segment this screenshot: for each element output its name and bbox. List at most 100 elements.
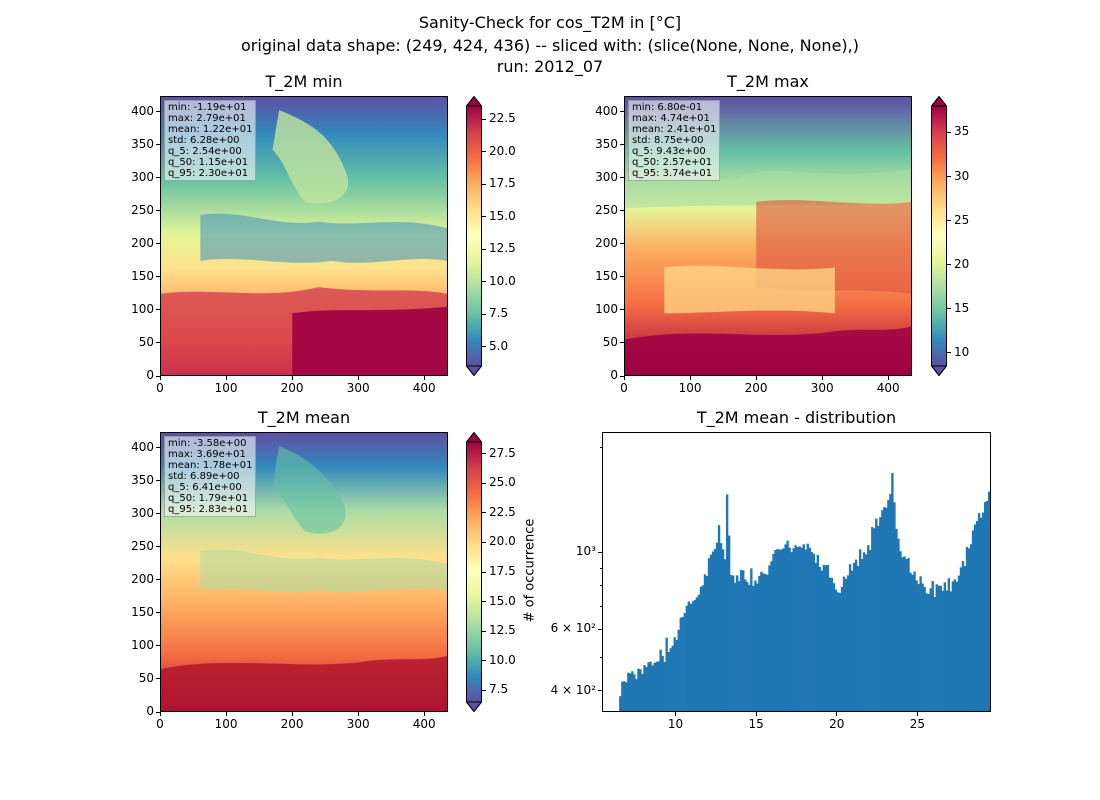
histogram-plot — [619, 472, 990, 711]
figure-title-line-1: Sanity-Check for cos_T2M in [°C] — [418, 13, 682, 32]
histogram-bar — [949, 591, 953, 711]
histogram-bar — [679, 617, 682, 711]
histogram-bar — [782, 548, 785, 711]
histogram-bar — [887, 500, 890, 711]
colorbar-tick-label: 12.5 — [489, 241, 516, 255]
histogram-bar — [943, 582, 947, 711]
histogram-bar — [987, 491, 990, 711]
stat-line: q_5: 2.54e+00 — [168, 146, 242, 157]
colorbar-tick-label: 15.0 — [489, 593, 516, 608]
histogram-bar — [848, 564, 852, 711]
histogram-bar — [806, 543, 809, 711]
heatmap-image-min — [161, 97, 447, 375]
histogram-bar — [762, 573, 765, 711]
histogram-bar — [951, 581, 955, 711]
x-tick-mark — [291, 376, 293, 380]
histogram-bar — [689, 604, 693, 711]
histogram-bar — [780, 549, 783, 711]
y-tick-label: 350 — [131, 472, 154, 487]
colorbar-gradient — [466, 106, 482, 366]
histogram-bar — [740, 570, 743, 711]
stat-line: max: 4.74e+01 — [632, 113, 710, 124]
histogram-bar — [683, 613, 686, 711]
panel-title-min: T_2M min — [265, 72, 343, 91]
colorbar-tick-label: 30 — [954, 168, 970, 183]
x-tick-mark — [423, 712, 425, 716]
y-tick-mark — [156, 447, 160, 449]
histogram-bar — [661, 655, 664, 711]
stat-line: q_95: 3.74e+01 — [632, 168, 713, 179]
histogram-bar — [961, 561, 965, 711]
y-tick-label: 300 — [131, 169, 154, 184]
y-tick-label: 10³ — [575, 544, 596, 559]
colorbar-extend-max — [466, 96, 482, 107]
y-tick-mark — [156, 480, 160, 482]
y-tick-mark — [620, 144, 624, 146]
histogram-bar — [629, 673, 632, 711]
y-tick-mark — [598, 690, 602, 692]
histogram-bar — [786, 540, 789, 711]
colorbar-outline — [466, 432, 482, 712]
colorbar-tick-label: 22.5 — [489, 111, 516, 125]
y-tick-mark — [156, 612, 160, 614]
colorbar-tick-label: 20.0 — [489, 534, 516, 549]
histogram-bar — [788, 547, 791, 711]
y-tick-label: 200 — [131, 235, 154, 250]
y-tick-mark — [620, 276, 624, 278]
histogram-bar — [619, 696, 622, 711]
y-tick-mark — [156, 111, 160, 113]
colorbar-tick-mark — [947, 264, 951, 266]
colorbar-extend-min — [466, 365, 482, 376]
stat-line: std: 6.28e+00 — [168, 135, 240, 146]
x-tick-label: 400 — [412, 381, 436, 395]
histogram-bar — [897, 538, 900, 711]
y-tick-mark — [620, 342, 624, 344]
colorbar-tick-label: 15.0 — [489, 208, 516, 223]
colorbar-tick-label: 12.5 — [489, 623, 516, 638]
histogram-bar — [768, 565, 771, 711]
colorbar-extend-min — [466, 701, 482, 712]
histogram-bar — [939, 585, 942, 711]
x-tick-mark — [159, 712, 161, 716]
histogram-bar — [852, 562, 856, 711]
histogram-bar — [772, 553, 775, 711]
x-tick-label: 25 — [909, 717, 926, 731]
colorbar-outline — [931, 96, 947, 376]
x-tick-mark — [357, 712, 359, 716]
colorbar-extend-min — [931, 365, 947, 376]
histogram-bar — [756, 583, 759, 711]
histogram-bar — [871, 527, 874, 711]
histogram-bar — [732, 575, 735, 711]
x-tick-label: 10 — [667, 717, 684, 731]
y-tick-label: 200 — [595, 235, 618, 250]
colorbar-tick-label: 7.5 — [489, 682, 509, 697]
y-minor-tick-mark — [600, 567, 602, 569]
colorbar-tick-mark — [482, 630, 486, 632]
colorbar-tick-mark — [482, 601, 486, 603]
stat-line: mean: 2.41e+01 — [632, 124, 717, 135]
histogram-bar — [643, 665, 646, 711]
y-tick-label: 200 — [131, 571, 154, 586]
histogram-bar — [649, 661, 652, 711]
y-tick-mark — [156, 177, 160, 179]
histogram-bar — [856, 566, 860, 711]
histogram-bar — [784, 544, 787, 711]
histogram-bar — [937, 585, 940, 711]
histogram-bar — [693, 600, 697, 711]
histogram-bar — [790, 552, 793, 711]
y-tick-mark — [156, 210, 160, 212]
histogram-bar — [895, 528, 898, 711]
colorbar-tick-mark — [947, 220, 951, 222]
stat-line: q_5: 9.43e+00 — [632, 146, 706, 157]
stats-box-mean: min: -3.58e+00 max: 3.69e+01 mean: 1.78e… — [164, 436, 257, 517]
histogram-bar — [901, 557, 904, 711]
y-tick-label: 350 — [131, 136, 154, 151]
colorbar-tick-label: 15 — [954, 300, 970, 315]
histogram-bar — [967, 548, 971, 711]
colorbar-tick-label: 20 — [954, 256, 970, 271]
x-tick-label: 100 — [678, 381, 702, 395]
y-tick-mark — [156, 243, 160, 245]
histogram-bar — [673, 637, 676, 711]
histogram-bar — [685, 605, 689, 711]
histogram-bar — [810, 552, 813, 711]
